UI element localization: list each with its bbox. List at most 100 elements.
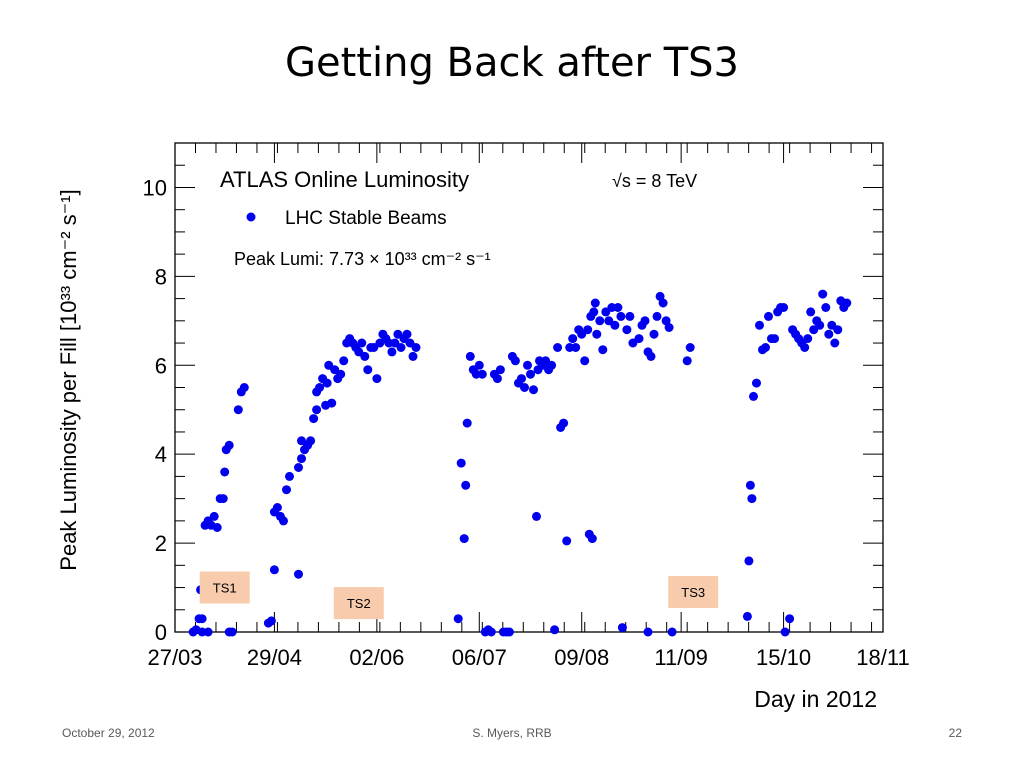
data-point	[363, 365, 373, 375]
data-point	[279, 516, 288, 526]
data-point	[520, 383, 529, 392]
x-tick-label: 02/06	[349, 645, 404, 670]
data-point	[266, 616, 276, 626]
ts-label: TS3	[681, 585, 705, 600]
energy-label: √s = 8 TeV	[612, 171, 697, 191]
data-point	[306, 436, 316, 446]
data-point	[510, 356, 520, 366]
x-tick-label: 06/07	[452, 645, 507, 670]
data-point	[592, 329, 602, 339]
ts-label-box	[333, 587, 384, 620]
data-point	[658, 298, 668, 308]
data-point	[761, 343, 770, 352]
data-point	[309, 414, 319, 424]
data-point	[661, 316, 671, 326]
data-point	[532, 511, 541, 521]
data-point	[297, 454, 306, 464]
data-point	[667, 627, 677, 637]
data-point	[770, 334, 779, 344]
data-point	[616, 311, 626, 321]
slide-title: Getting Back after TS3	[285, 40, 739, 86]
data-point	[752, 378, 761, 388]
data-point	[643, 627, 653, 637]
data-point	[613, 303, 623, 312]
data-point	[749, 391, 758, 401]
data-point	[821, 303, 831, 312]
footer-author: S. Myers, RRB	[472, 726, 552, 740]
x-tick-label: 18/11	[856, 645, 909, 670]
data-point	[312, 405, 322, 415]
data-point	[294, 569, 303, 579]
data-point	[327, 398, 337, 408]
data-point	[408, 351, 418, 361]
data-point	[649, 329, 659, 339]
y-tick-label: 6	[155, 353, 167, 378]
data-point	[239, 383, 249, 392]
data-point	[220, 467, 230, 477]
data-point	[372, 374, 382, 384]
x-tick-label: 15/10	[756, 645, 811, 670]
data-point	[387, 347, 397, 357]
data-point	[212, 523, 222, 532]
data-point	[595, 316, 605, 326]
ts-label: TS2	[347, 596, 371, 611]
data-point	[336, 369, 346, 379]
data-point	[474, 360, 484, 370]
legend-label: LHC Stable Beams	[285, 208, 447, 229]
chart-title: ATLAS Online Luminosity	[220, 167, 469, 192]
data-point	[203, 627, 213, 637]
data-point	[282, 485, 291, 495]
data-point	[780, 627, 790, 637]
data-point	[682, 356, 692, 366]
x-tick-label: 09/08	[554, 645, 609, 670]
data-point	[652, 311, 662, 321]
data-point	[559, 418, 569, 428]
data-point	[562, 536, 572, 546]
data-point	[492, 374, 502, 384]
x-tick-label: 27/03	[147, 645, 202, 670]
data-point	[453, 614, 463, 624]
data-point	[779, 303, 789, 312]
data-point	[685, 343, 695, 352]
data-point	[818, 289, 828, 299]
data-point	[764, 311, 773, 321]
data-point	[550, 625, 560, 635]
data-point	[568, 334, 578, 344]
data-point	[396, 343, 406, 352]
data-point	[272, 503, 282, 512]
data-point	[504, 627, 514, 637]
data-point	[322, 378, 332, 388]
data-point	[664, 323, 674, 332]
y-axis-label: Peak Luminosity per Fill [10³³ cm⁻² s⁻¹]	[56, 189, 81, 570]
data-point	[833, 325, 843, 335]
data-point	[360, 351, 370, 361]
footer-date: October 29, 2012	[62, 726, 155, 740]
ts-label: TS1	[213, 581, 237, 596]
data-point	[517, 374, 526, 384]
data-point	[411, 343, 421, 352]
data-point	[269, 565, 279, 575]
data-point	[745, 480, 755, 490]
y-tick-label: 10	[143, 175, 167, 200]
data-point	[339, 356, 349, 366]
data-point	[640, 316, 650, 326]
legend-marker	[246, 212, 256, 222]
data-point	[465, 351, 475, 361]
data-point	[547, 360, 557, 370]
data-point	[315, 383, 325, 392]
data-point	[742, 611, 752, 621]
data-point	[617, 623, 627, 633]
data-point	[842, 298, 852, 308]
data-point	[580, 356, 590, 366]
data-point	[587, 534, 597, 544]
data-point	[785, 614, 795, 624]
data-point	[197, 614, 207, 624]
data-point	[285, 471, 294, 481]
data-point	[646, 351, 656, 361]
data-point	[477, 369, 487, 379]
data-point	[625, 311, 635, 321]
data-point	[747, 494, 757, 504]
data-point	[233, 405, 243, 415]
ts-label-box	[668, 575, 719, 608]
data-point	[755, 320, 764, 330]
